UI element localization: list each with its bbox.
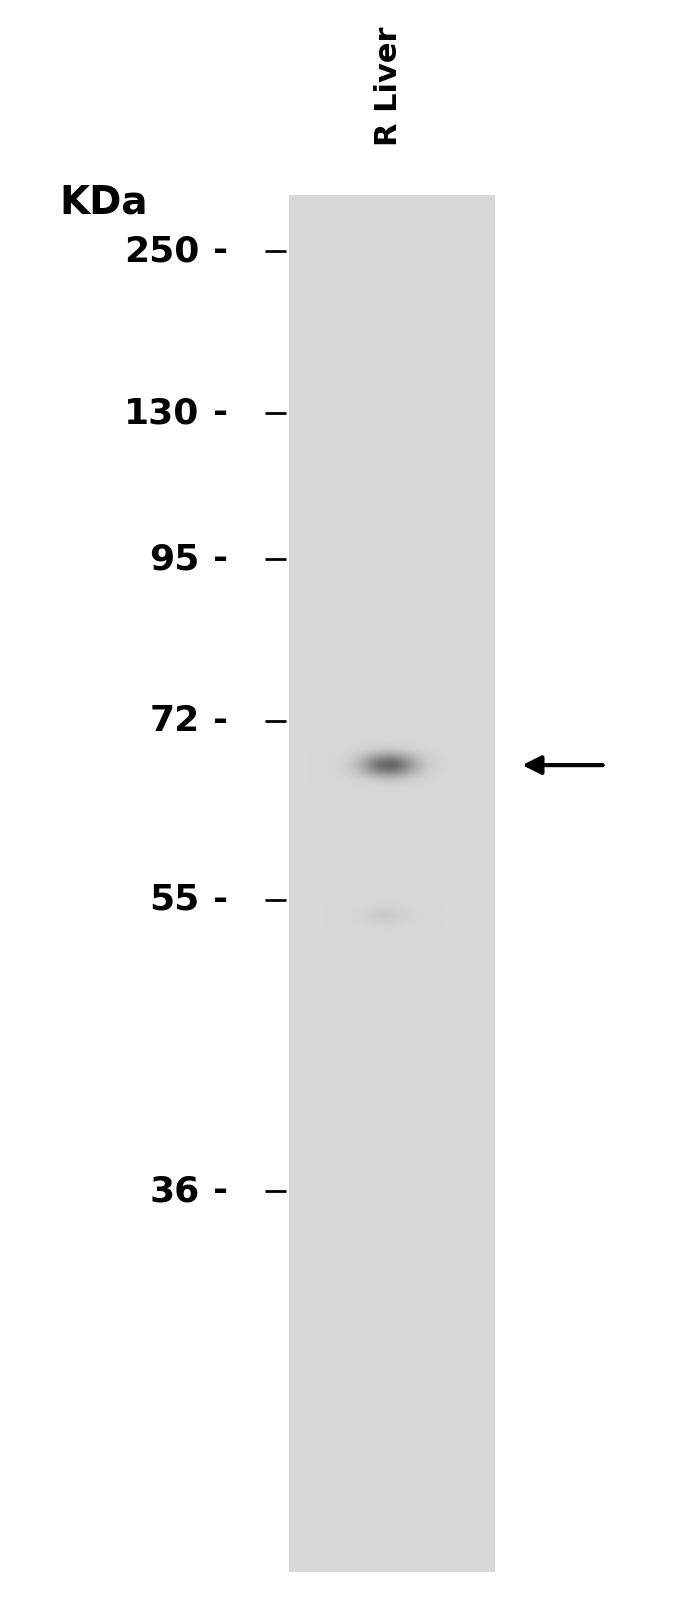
Text: 250: 250	[124, 235, 200, 267]
Text: -: -	[213, 543, 228, 575]
Text: -: -	[213, 705, 228, 738]
Text: 95: 95	[149, 543, 200, 575]
Bar	[289, 195, 495, 1572]
Text: 36: 36	[149, 1175, 200, 1208]
Text: KDa: KDa	[59, 183, 147, 222]
Text: R Liver: R Liver	[374, 26, 403, 146]
Text: 130: 130	[124, 397, 200, 430]
Text: -: -	[213, 1175, 228, 1208]
Text: 72: 72	[149, 705, 200, 738]
Text: -: -	[213, 883, 228, 916]
Text: -: -	[213, 397, 228, 430]
Text: 55: 55	[149, 883, 200, 916]
Text: -: -	[213, 235, 228, 267]
